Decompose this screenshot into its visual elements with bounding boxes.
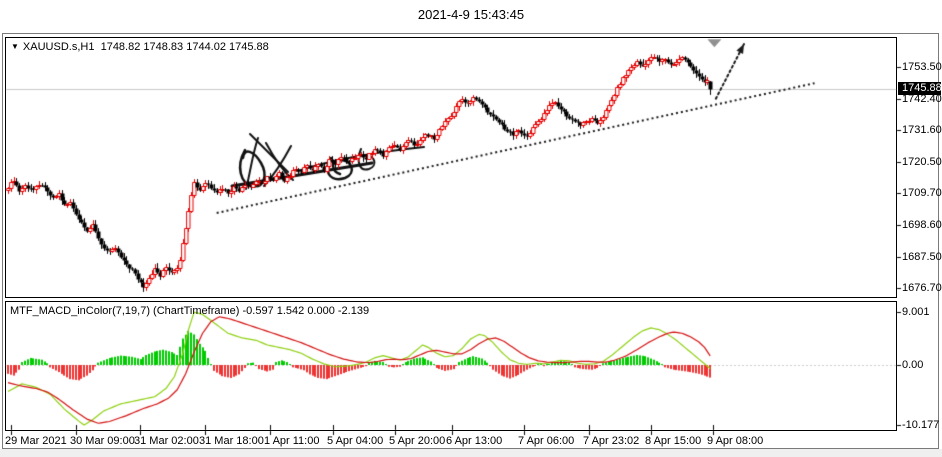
time-tick-label: 9 Apr 08:00	[707, 435, 764, 447]
macd-axis[interactable]: 9.001 0.00 -10.177	[898, 301, 941, 431]
price-tick-label: 1753.50	[902, 61, 942, 74]
time-tick-label: 6 Apr 13:00	[446, 435, 503, 447]
price-axis[interactable]: 1745.88 1753.50 1742.40 1731.60 1720.50 1709…	[898, 37, 942, 298]
symbol-label: XAUUSD.s,H1	[22, 41, 95, 53]
indicator-values: -0.597 1.542 0.000 -2.139	[242, 305, 370, 317]
time-axis[interactable]: 29 Mar 2021 30 Mar 09:00 31 Mar 02:00 31 Ma…	[3, 431, 939, 448]
macd-tick-label: -10.177	[902, 418, 940, 431]
time-tick-label: 31 Mar 18:00	[199, 435, 264, 447]
price-tick-label: 1742.40	[902, 93, 942, 105]
price-tick-label: 1720.50	[902, 156, 942, 169]
indicator-name: MTF_MACD_inColor(7,19,7) (ChartTimeframe…	[10, 305, 240, 317]
macd-tick-label: 9.001	[902, 306, 930, 319]
time-tick-label: 5 Apr 20:00	[389, 435, 446, 447]
current-price-badge: 1745.88	[898, 82, 942, 95]
time-tick-label: 5 Apr 04:00	[327, 435, 384, 447]
chevron-down-icon[interactable]: ▼	[11, 42, 19, 51]
price-tick-label: 1731.60	[902, 124, 942, 137]
price-tick-label: 1676.70	[902, 282, 942, 295]
price-tick-label: 1698.60	[902, 219, 942, 232]
macd-tick-label: 0.00	[902, 359, 924, 371]
macd-header: MTF_MACD_inColor(7,19,7) (ChartTimeframe…	[10, 305, 369, 317]
ohlc-values: 1748.82 1748.83 1744.02 1745.88	[100, 41, 269, 53]
price-tick-label: 1687.50	[902, 251, 942, 263]
time-tick-label: 1 Apr 11:00	[264, 435, 320, 447]
price-tick-label: 1709.70	[902, 187, 942, 200]
symbol-header: ▼ XAUUSD.s,H1 1748.82 1748.83 1744.02 174…	[11, 41, 269, 53]
time-tick-label: 8 Apr 15:00	[645, 435, 702, 447]
time-tick-label: 7 Apr 06:00	[518, 435, 575, 447]
time-tick-label: 30 Mar 09:00	[70, 435, 135, 447]
time-tick-label: 7 Apr 23:02	[583, 435, 640, 447]
time-tick-label: 31 Mar 02:00	[134, 435, 199, 447]
time-tick-label: 29 Mar 2021	[5, 435, 67, 447]
